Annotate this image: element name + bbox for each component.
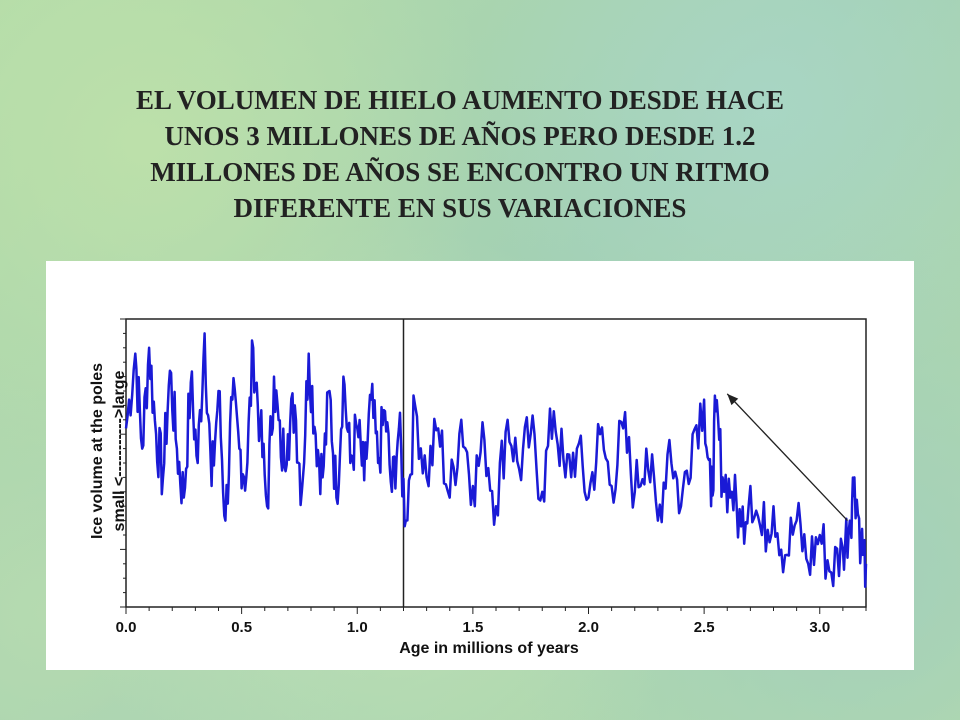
x-ticks: 0.0 0.5 1.0 1.5 2.0 2.5 3.0 (116, 607, 867, 636)
y-axis-label: Ice volume at the poles small <---------… (89, 363, 128, 539)
x-tick-label: 1.0 (347, 619, 368, 636)
x-tick-label: 0.5 (231, 619, 252, 636)
x-tick-label: 0.0 (116, 619, 137, 636)
arrow-shaft (726, 393, 848, 522)
x-tick-label: 3.0 (809, 619, 830, 636)
slide-title: EL VOLUMEN DE HIELO AUMENTO DESDE HACE U… (30, 82, 890, 226)
title-line-1: EL VOLUMEN DE HIELO AUMENTO DESDE HACE (135, 85, 785, 115)
arrow-head (727, 393, 739, 406)
title-line-3: MILLONES DE AÑOS SE ENCONTRO UN RITMO (150, 157, 770, 187)
x-tick-label: 2.5 (694, 619, 715, 636)
title-line-4: DIFERENTE EN SUS VARIACIONES (233, 193, 687, 223)
title-line-2: UNOS 3 MILLONES DE AÑOS PERO DESDE 1.2 (164, 121, 756, 151)
y-ticks (120, 318, 126, 608)
y-axis-scale-label: small <----------->large (111, 370, 128, 531)
chart-panel: 0.0 0.5 1.0 1.5 2.0 2.5 3.0 Ice volume at the … (46, 261, 914, 670)
x-tick-label: 1.5 (462, 619, 483, 636)
x-axis-title: Age in millions of years (399, 640, 579, 657)
annotation-arrow (726, 393, 848, 522)
x-tick-label: 2.0 (578, 619, 599, 636)
plot-frame (125, 318, 867, 608)
ice-volume-series (124, 332, 868, 589)
y-axis-title: Ice volume at the poles (89, 363, 106, 539)
ice-volume-chart: 0.0 0.5 1.0 1.5 2.0 2.5 3.0 Ice volume at the … (89, 318, 868, 657)
